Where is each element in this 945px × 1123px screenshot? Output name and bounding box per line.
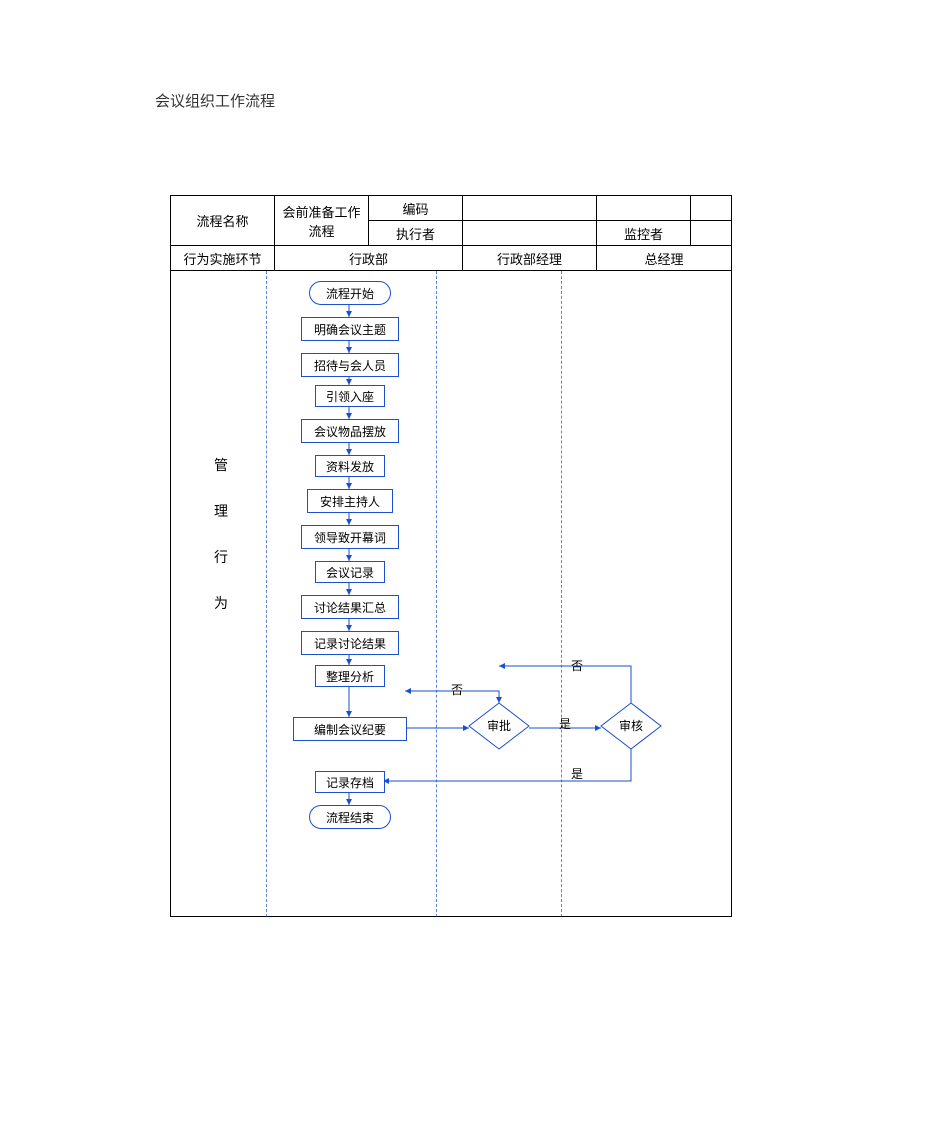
row-label-2: 理	[191, 493, 251, 533]
hdr-executor-value	[463, 221, 597, 246]
hdr-blank2	[691, 196, 732, 221]
row-label-3: 行	[191, 539, 251, 579]
edge-label-d2_no_d1: 否	[571, 657, 583, 674]
node-n4: 会议物品摆放	[301, 419, 399, 443]
lane-divider-1	[266, 271, 267, 917]
hdr-process-name-value: 会前准备工作流程	[275, 196, 369, 246]
lane-divider-3	[561, 271, 562, 917]
hdr-lane-manager: 行政部经理	[463, 246, 597, 271]
decision-d2	[601, 703, 661, 749]
svg-text:审批: 审批	[487, 718, 511, 733]
hdr-executor-label: 执行者	[369, 221, 463, 246]
node-n12: 编制会议纪要	[293, 717, 407, 741]
edges-svg: 审批 审核	[171, 271, 731, 917]
hdr-code-label: 编码	[369, 196, 463, 221]
hdr-monitor-label: 监控者	[597, 221, 691, 246]
row-label-4: 为	[191, 585, 251, 625]
edge-label-d2_yes_n13: 是	[571, 765, 583, 782]
hdr-monitor-value	[691, 221, 732, 246]
hdr-code-value	[463, 196, 597, 221]
hdr-lane-label: 行为实施环节	[171, 246, 275, 271]
swimlane-body: 管 理 行 为 审批 审核 流程开始明确会议主题招待与会人员引领入座会议物品摆放资…	[171, 271, 731, 917]
edge-label-d1_yes_d2: 是	[559, 715, 571, 732]
node-end: 流程结束	[309, 805, 391, 829]
node-n13: 记录存档	[315, 771, 385, 793]
node-n10: 记录讨论结果	[301, 631, 399, 655]
node-n5: 资料发放	[315, 455, 385, 477]
node-n11: 整理分析	[315, 665, 385, 687]
node-n8: 会议记录	[315, 561, 385, 583]
node-n6: 安排主持人	[307, 489, 393, 513]
page-title: 会议组织工作流程	[155, 90, 275, 111]
hdr-blank1	[597, 196, 691, 221]
row-label-1: 管	[191, 447, 251, 487]
lane-divider-2	[436, 271, 437, 917]
header-table: 流程名称 会前准备工作流程 编码 执行者 监控者 行为实施环节 行政部 行政部经…	[171, 196, 731, 271]
hdr-lane-admin: 行政部	[275, 246, 463, 271]
node-n9: 讨论结果汇总	[301, 595, 399, 619]
node-n7: 领导致开幕词	[301, 525, 399, 549]
hdr-process-name-label: 流程名称	[171, 196, 275, 246]
row-label: 管 理 行 为	[191, 441, 251, 631]
hdr-lane-gm: 总经理	[597, 246, 732, 271]
node-n2: 招待与会人员	[301, 353, 399, 377]
node-start: 流程开始	[309, 281, 391, 305]
decision-d1	[469, 703, 529, 749]
svg-text:审核: 审核	[619, 718, 643, 733]
node-n1: 明确会议主题	[301, 317, 399, 341]
flowchart-container: 流程名称 会前准备工作流程 编码 执行者 监控者 行为实施环节 行政部 行政部经…	[170, 195, 732, 917]
node-n3: 引领入座	[315, 385, 385, 407]
edge-label-d1_no_n12: 否	[451, 681, 463, 698]
